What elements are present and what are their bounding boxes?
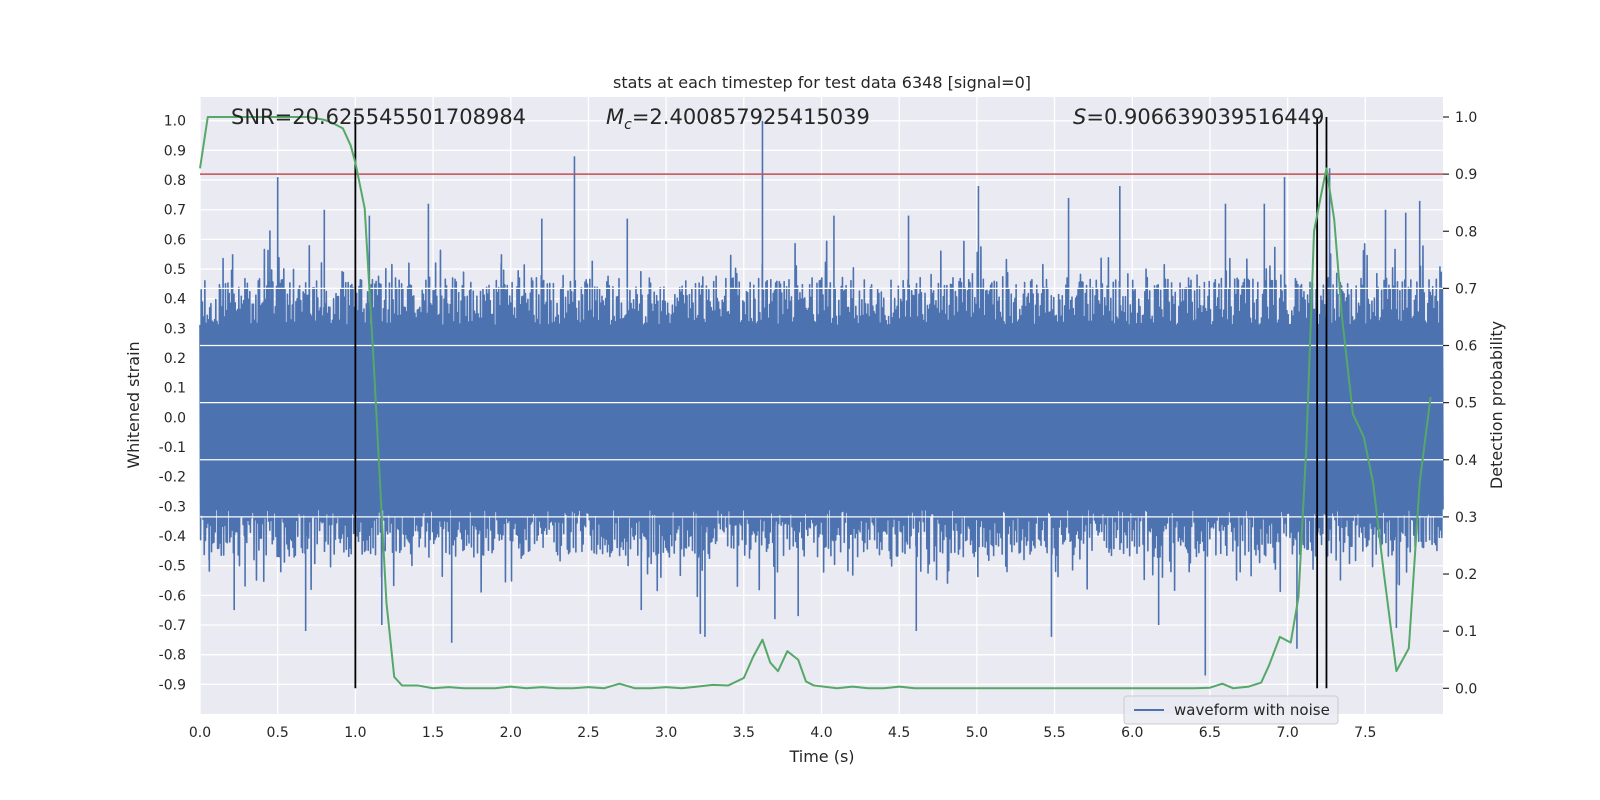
y-tick-label: 0.5 bbox=[164, 262, 186, 278]
legend-label: waveform with noise bbox=[1174, 701, 1330, 719]
y2-tick-label: 0.8 bbox=[1455, 224, 1477, 240]
x-tick-label: 3.5 bbox=[733, 725, 755, 741]
y-tick-label: -0.8 bbox=[159, 648, 186, 664]
x-tick-label: 4.5 bbox=[888, 725, 910, 741]
axes: 0.0 0.5 1.0 1.5 2.0 2.5 3.0 3.5 4.0 4.5 5.0 5.5 6.0 6… bbox=[159, 110, 1478, 741]
x-tick-label: 2.5 bbox=[577, 725, 599, 741]
y-tick-label: 0.3 bbox=[164, 321, 186, 337]
chirp-mass-value: =2.400857925415039 bbox=[632, 105, 870, 129]
x-tick-label: 6.0 bbox=[1121, 725, 1143, 741]
y2-tick-label: 0.7 bbox=[1455, 281, 1477, 297]
y-tick-label: 0.6 bbox=[164, 232, 186, 248]
chirp-mass-symbol: M bbox=[606, 105, 624, 129]
y-tick-label: -0.6 bbox=[159, 588, 186, 604]
legend-box bbox=[1123, 695, 1339, 725]
score-value: =0.906639039516449 bbox=[1086, 105, 1324, 129]
y-tick-label: -0.9 bbox=[159, 677, 186, 693]
x-axis-label: Time (s) bbox=[788, 747, 854, 766]
y-tick-label: -0.7 bbox=[159, 618, 186, 634]
x-tick-label: 1.0 bbox=[344, 725, 366, 741]
y-axis-label: Whitened strain bbox=[124, 341, 143, 468]
waveform-series bbox=[199, 120, 1444, 676]
score-annotation: S=0.906639039516449 bbox=[1073, 105, 1324, 129]
y2-tick-label: 0.0 bbox=[1455, 681, 1477, 697]
y2-tick-label: 0.9 bbox=[1455, 167, 1477, 183]
y-tick-label: 0.0 bbox=[164, 410, 186, 426]
y2-tick-label: 0.2 bbox=[1455, 567, 1477, 583]
x-tick-label: 7.5 bbox=[1354, 725, 1376, 741]
y-tick-label: 0.9 bbox=[164, 143, 186, 159]
y2-tick-label: 0.5 bbox=[1455, 396, 1477, 412]
x-tick-label: 5.0 bbox=[966, 725, 988, 741]
y2-tick-label: 0.1 bbox=[1455, 624, 1477, 640]
chart-title: stats at each timestep for test data 634… bbox=[613, 73, 1031, 92]
y-tick-label: 0.8 bbox=[164, 173, 186, 189]
y2-tick-label: 0.3 bbox=[1455, 510, 1477, 526]
snr-annotation: SNR=20.625545501708984 bbox=[231, 105, 526, 129]
y-tick-label: -0.5 bbox=[159, 559, 186, 575]
x-tick-label: 2.0 bbox=[500, 725, 522, 741]
chirp-mass-annotation: Mc=2.400857925415039 bbox=[606, 105, 870, 133]
probability-line bbox=[199, 116, 1432, 690]
x-tick-label: 5.5 bbox=[1043, 725, 1065, 741]
y-tick-label: 0.4 bbox=[164, 292, 186, 308]
x-tick-label: 0.0 bbox=[189, 725, 211, 741]
y-tick-label: -0.2 bbox=[159, 470, 186, 486]
legend: waveform with noise bbox=[1123, 695, 1339, 725]
y-tick-label: -0.1 bbox=[159, 440, 186, 456]
x-tick-label: 1.5 bbox=[422, 725, 444, 741]
x-tick-label: 3.0 bbox=[655, 725, 677, 741]
y2-tick-label: 0.6 bbox=[1455, 339, 1477, 355]
y-tick-label: 0.7 bbox=[164, 203, 186, 219]
chirp-mass-subscript: c bbox=[624, 117, 632, 133]
x-tick-label: 0.5 bbox=[267, 725, 289, 741]
y2-tick-label: 1.0 bbox=[1455, 110, 1477, 126]
y2-axis-label: Detection probability bbox=[1487, 321, 1506, 489]
y2-tick-label: 0.4 bbox=[1455, 453, 1477, 469]
y-tick-label: 1.0 bbox=[164, 114, 186, 130]
y-tick-label: -0.4 bbox=[159, 529, 186, 545]
y-tick-label: 0.2 bbox=[164, 351, 186, 367]
waveform-core bbox=[200, 327, 1443, 508]
y-tick-label: 0.1 bbox=[164, 381, 186, 397]
x-tick-label: 7.0 bbox=[1276, 725, 1298, 741]
y-tick-label: -0.3 bbox=[159, 499, 186, 515]
x-tick-label: 6.5 bbox=[1199, 725, 1221, 741]
score-symbol: S bbox=[1073, 105, 1086, 129]
probability-series bbox=[199, 116, 1432, 690]
x-tick-label: 4.0 bbox=[810, 725, 832, 741]
